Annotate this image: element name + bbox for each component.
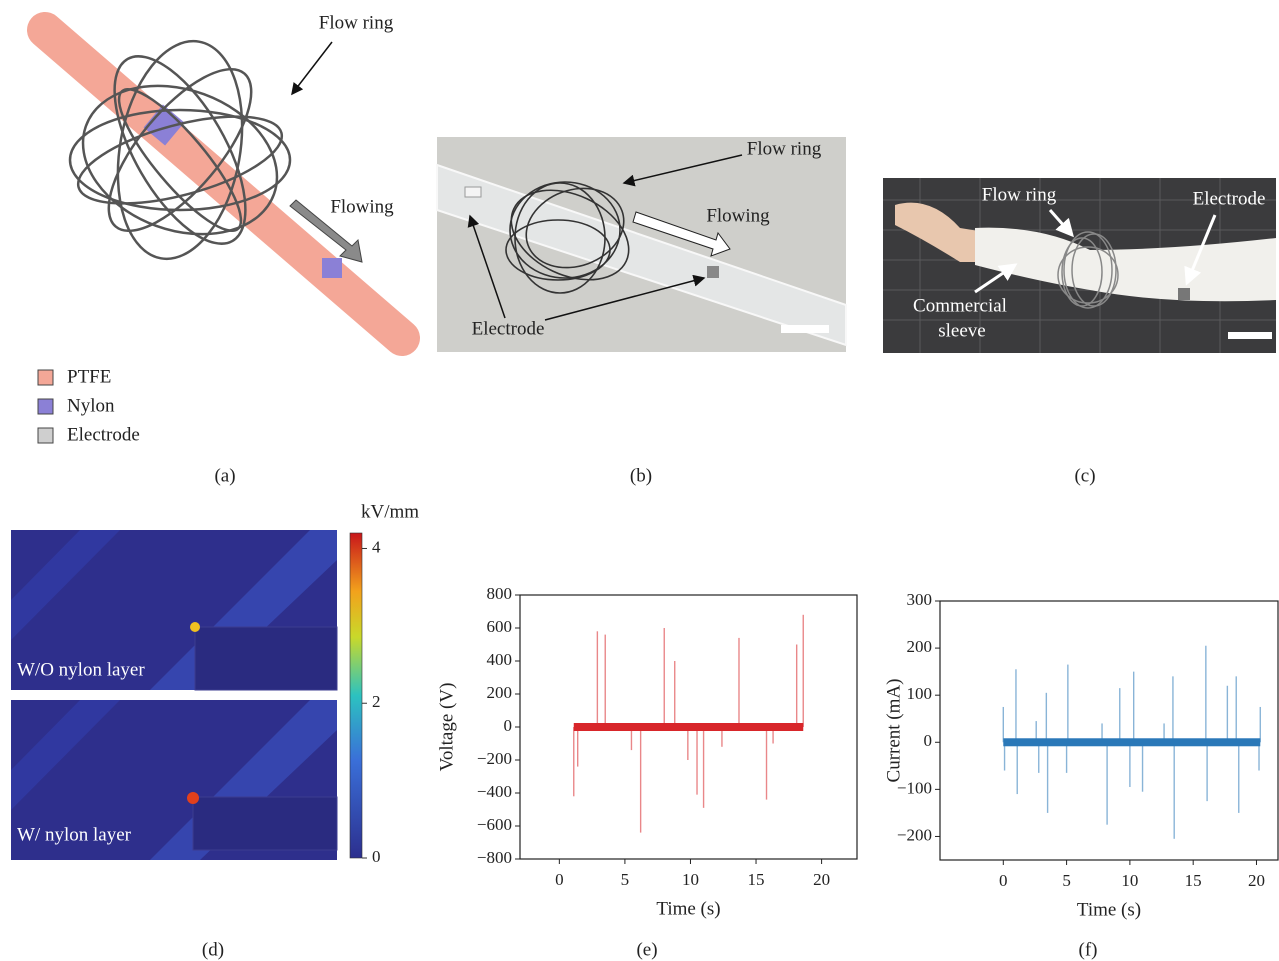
y-tick-label: 600 — [487, 617, 513, 636]
y-axis-label: Current (mA) — [883, 679, 904, 783]
x-tick-label: 5 — [621, 870, 630, 889]
y-tick-label: −400 — [477, 782, 512, 801]
legend-label: Electrode — [67, 424, 140, 445]
y-tick-label: 0 — [924, 731, 933, 750]
annotation: Commercial — [913, 295, 1007, 316]
electrode-patch — [1178, 288, 1190, 300]
electrode-patch — [322, 258, 342, 278]
figure: Flow ring Flowing PTFE Nylon Electrode (a)… — [0, 0, 1279, 961]
colorbar-tick-label: 4 — [372, 537, 381, 556]
legend-swatch — [38, 428, 53, 443]
x-tick-label: 5 — [1062, 871, 1071, 890]
legend-label: PTFE — [67, 366, 111, 387]
annotation: sleeve — [938, 320, 985, 341]
y-tick-label: −200 — [477, 749, 512, 768]
panel-c: Flow ring Electrode Commercial sleeve (c… — [883, 178, 1276, 486]
panel-label: (d) — [202, 939, 224, 960]
x-tick-label: 15 — [1185, 871, 1202, 890]
y-tick-label: 0 — [504, 716, 513, 735]
colorbar-title: kV/mm — [361, 501, 419, 522]
colorbar-tick-label: 0 — [372, 847, 381, 866]
y-tick-label: 400 — [487, 650, 513, 669]
legend-swatch — [38, 370, 53, 385]
annotation: Flow ring — [319, 12, 394, 33]
annotation: Electrode — [472, 318, 545, 339]
x-axis-label: Time (s) — [1077, 899, 1141, 920]
panel-a: Flow ring Flowing PTFE Nylon Electrode (a) — [38, 12, 402, 486]
annotation: Flowing — [330, 196, 394, 217]
panel-label: (c) — [1074, 465, 1095, 486]
x-tick-label: 15 — [748, 870, 765, 889]
x-tick-label: 20 — [813, 870, 830, 889]
electrode-region — [195, 627, 337, 690]
legend-label: Nylon — [67, 395, 115, 416]
x-axis-label: Time (s) — [656, 898, 720, 919]
annotation: Electrode — [1193, 188, 1266, 209]
y-tick-label: 300 — [907, 590, 933, 609]
annotation: Flowing — [706, 205, 770, 226]
scale-bar — [781, 325, 829, 333]
electrode-patch — [465, 187, 481, 197]
y-tick-label: −600 — [477, 815, 512, 834]
x-tick-label: 10 — [682, 870, 699, 889]
y-axis-label: Voltage (V) — [436, 683, 457, 772]
panel-label: (e) — [636, 939, 657, 960]
colorbar — [350, 533, 362, 858]
caption: W/O nylon layer — [17, 659, 145, 680]
legend-swatch — [38, 399, 53, 414]
panel-b: Flow ring Flowing Electrode (b) — [437, 137, 846, 486]
scale-bar — [1228, 332, 1272, 339]
y-tick-label: 100 — [907, 684, 933, 703]
x-tick-label: 20 — [1248, 871, 1265, 890]
panel-label: (a) — [214, 465, 235, 486]
y-tick-label: −200 — [897, 825, 932, 844]
hotspot — [190, 622, 200, 632]
hotspot — [187, 792, 199, 804]
colorbar-tick-label: 2 — [372, 692, 381, 711]
x-tick-label: 0 — [555, 870, 564, 889]
y-tick-label: 200 — [487, 683, 513, 702]
y-tick-label: 200 — [907, 637, 933, 656]
x-tick-label: 10 — [1121, 871, 1138, 890]
panel-label: (b) — [630, 465, 652, 486]
y-tick-label: −800 — [477, 848, 512, 867]
caption: W/ nylon layer — [17, 824, 132, 845]
legend: PTFE Nylon Electrode — [38, 366, 140, 445]
electrode-region — [193, 797, 337, 850]
annotation: Flow ring — [747, 138, 822, 159]
annotation: Flow ring — [982, 184, 1057, 205]
panel-label: (f) — [1079, 939, 1098, 960]
baseline-noise — [1003, 738, 1260, 746]
electrode-patch — [707, 266, 719, 278]
colorbar-ticks: 0 2 4 — [362, 537, 381, 866]
arrow — [292, 42, 332, 94]
y-tick-label: 800 — [487, 584, 513, 603]
panel-d: W/O nylon layer W/ nylon layer kV/mm 0 2 4… — [11, 501, 419, 960]
x-tick-label: 0 — [999, 871, 1008, 890]
